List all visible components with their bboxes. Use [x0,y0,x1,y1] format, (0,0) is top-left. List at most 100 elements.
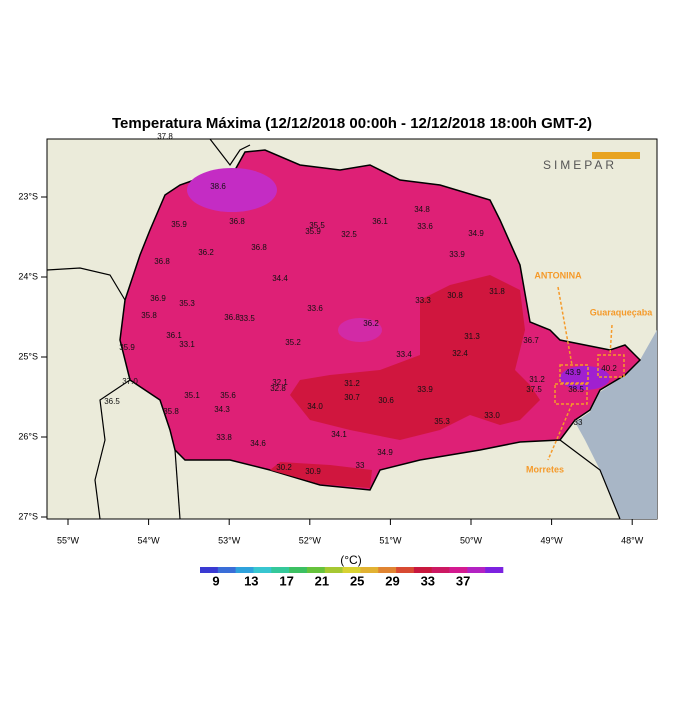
station-value: 35.8 [163,407,179,416]
station-value: 36.8 [154,257,170,266]
place-label: Morretes [526,464,564,474]
station-value: 35.5 [309,221,325,230]
station-value: 34.6 [250,439,266,448]
y-tick-label: 26°S [18,431,38,441]
place-label: ANTONINA [534,270,582,280]
station-value: 33.9 [449,250,465,259]
station-value: 33 [574,418,583,427]
x-tick-label: 55°W [57,535,80,545]
highlight-boxes [547,286,625,461]
map-title: Temperatura Máxima (12/12/2018 00:00h - … [112,115,592,132]
hot-zone [290,275,540,440]
station-value: 33.3 [415,296,431,305]
station-value: 34.0 [307,402,323,411]
station-value: 32.8 [270,384,286,393]
colorbar-segment [235,567,254,573]
station-value: 33.6 [417,222,433,231]
station-value: 36.1 [372,217,388,226]
station-value: 30.2 [276,463,292,472]
colorbar-segment [449,567,468,573]
station-value: 36.7 [523,336,539,345]
x-tick-label: 52°W [299,535,322,545]
x-tick-label: 54°W [138,535,161,545]
colorbar-segment [378,567,397,573]
station-value: 34.4 [272,274,288,283]
station-value: 36.1 [166,331,182,340]
x-tick-label: 53°W [218,535,241,545]
station-value: 36.9 [150,294,166,303]
place-label: Guaraqueçaba [590,307,654,317]
station-value: 37.5 [526,385,542,394]
station-value: 35.9 [305,227,321,236]
station-value: 34.9 [377,448,393,457]
colorbar: 9 13 17 21 25 29 33 37 [200,567,504,588]
station-value: 33.4 [396,350,412,359]
station-value: 37.8 [157,132,173,141]
x-tick-label: 50°W [460,535,483,545]
hot-zone [270,462,372,488]
station-value: 35.1 [184,391,200,400]
station-value: 32.1 [272,378,288,387]
colorbar-label: 17 [279,573,293,588]
colorbar-label: 29 [385,573,399,588]
station-value: 30.6 [378,396,394,405]
station-value: 30.9 [305,467,321,476]
station-value: 31.3 [464,332,480,341]
station-value: 34.1 [331,430,347,439]
y-tick-label: 27°S [18,511,38,521]
station-value: 33.6 [307,304,323,313]
colorbar-segment [360,567,379,573]
station-value: 35.2 [285,338,301,347]
x-tick-label: 51°W [379,535,402,545]
station-value: 33 [356,461,365,470]
station-value: 35.9 [171,220,187,229]
station-value: 34.9 [468,229,484,238]
station-value: 34.3 [214,405,230,414]
colorbar-label: 9 [212,573,219,588]
station-value: 33.8 [216,433,232,442]
station-value: 33.1 [179,340,195,349]
logo-mark [592,152,640,159]
colorbar-label: 21 [315,573,329,588]
colorbar-segment [467,567,486,573]
station-value: 40.2 [601,364,617,373]
station-value: 36.8 [251,243,267,252]
colorbar-unit: (°C) [340,553,361,567]
borders [46,138,621,520]
station-value: 33.5 [239,314,255,323]
station-value: 35.9 [119,343,135,352]
station-value: 30.7 [344,393,360,402]
station-value: 34.8 [414,205,430,214]
ocean [575,330,657,519]
station-value: 32.4 [452,349,468,358]
station-value: 31.2 [529,375,545,384]
warm-zone [338,318,382,342]
colorbar-segment [217,567,236,573]
x-tick-label: 48°W [621,535,644,545]
station-value: 35.3 [179,299,195,308]
station-value: 43.9 [565,368,581,377]
colorbar-segment [253,567,272,573]
station-value: 35.3 [434,417,450,426]
colorbar-segment [306,567,326,573]
warm-zone [187,168,277,212]
y-tick-label: 25°S [18,351,38,361]
station-value: 30.8 [447,291,463,300]
station-value: 31.8 [489,287,505,296]
station-value: 33.0 [484,411,500,420]
station-value: 32.5 [341,230,357,239]
station-value: 31.2 [344,379,360,388]
y-tick-label: 23°S [18,191,38,201]
y-tick-label: 24°S [18,271,38,281]
station-value: 35.8 [141,311,157,320]
station-value: 38.6 [210,182,226,191]
colorbar-segment [271,567,290,573]
station-value: 33.9 [417,385,433,394]
x-tick-label: 49°W [541,535,564,545]
colorbar-segment [431,567,450,573]
colorbar-segment [200,567,219,573]
station-value: 37.0 [122,377,138,386]
colorbar-segment [324,567,343,573]
colorbar-segment [396,567,415,573]
